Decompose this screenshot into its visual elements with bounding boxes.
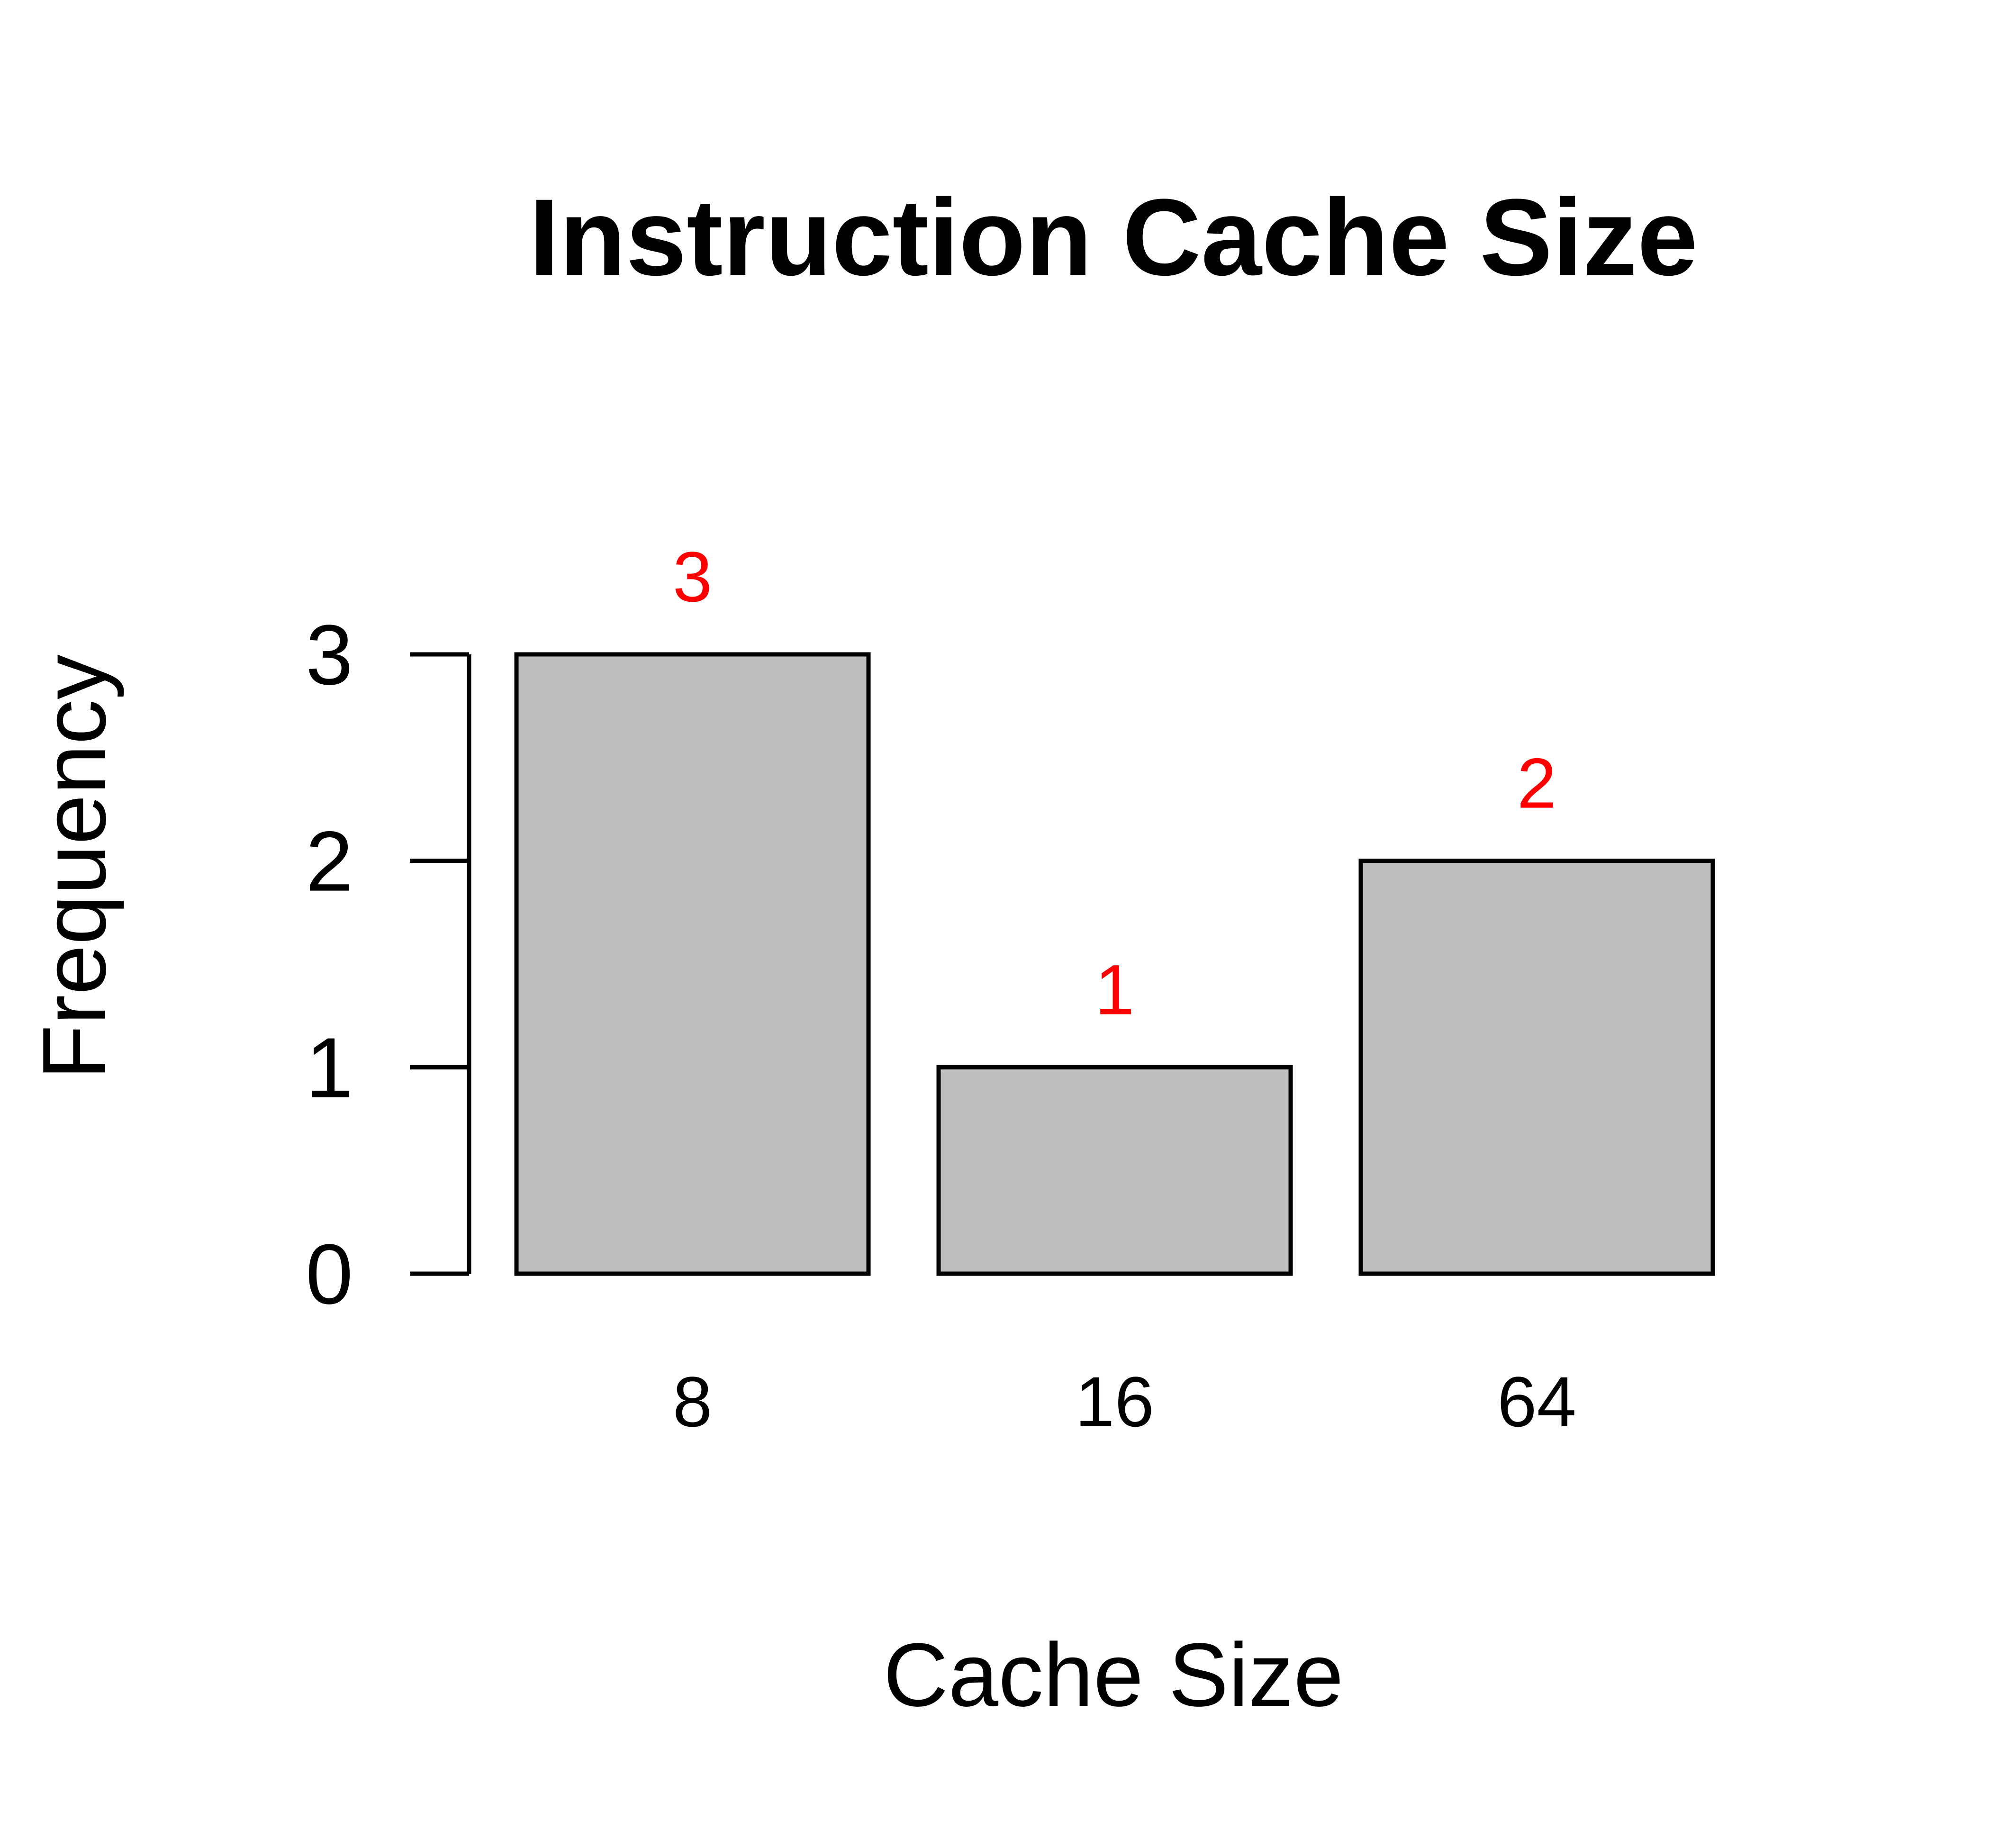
data-label-8: 3 [673,537,712,616]
data-labels: 3 1 2 [673,537,1556,1029]
y-tick-label-3: 3 [306,607,353,703]
category-labels: 8 16 64 [673,1362,1576,1441]
bar-8 [514,652,871,1276]
x-tick-label-16: 16 [1075,1362,1154,1441]
y-axis-label: Frequency [24,654,125,1080]
data-label-16: 1 [1095,950,1134,1029]
x-tick-label-8: 8 [673,1362,712,1441]
bar-64 [1358,859,1715,1276]
bars [514,652,1715,1276]
data-label-64: 2 [1517,743,1556,823]
y-tick-label-1: 1 [306,1020,353,1115]
y-tick-label-0: 0 [306,1227,353,1322]
x-axis-label: Cache Size [883,1625,1344,1725]
y-axis: 0 1 2 3 [306,607,471,1322]
bar-16 [936,1065,1293,1276]
chart-title: Instruction Cache Size [529,176,1698,298]
y-tick-label-2: 2 [306,814,353,909]
x-tick-label-64: 64 [1497,1362,1576,1441]
